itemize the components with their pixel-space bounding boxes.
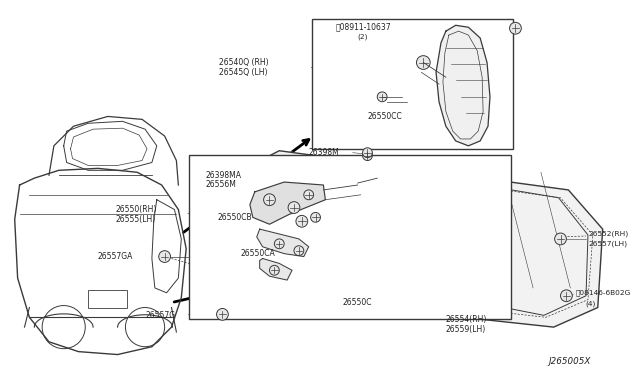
Polygon shape <box>221 151 603 327</box>
Bar <box>88 290 127 308</box>
Circle shape <box>304 190 314 200</box>
Text: 26552(RH): 26552(RH) <box>588 231 628 237</box>
Circle shape <box>269 265 279 275</box>
Polygon shape <box>260 259 292 280</box>
Text: 26559(LH): 26559(LH) <box>446 325 486 334</box>
Text: 26398MA: 26398MA <box>206 171 242 180</box>
Text: ⓝ08911-10637: ⓝ08911-10637 <box>336 23 392 32</box>
Text: 26557G: 26557G <box>145 311 175 320</box>
Text: 26550CC: 26550CC <box>367 112 402 121</box>
Text: 26554(RH): 26554(RH) <box>446 315 487 324</box>
Circle shape <box>561 290 572 302</box>
Circle shape <box>216 308 228 320</box>
Polygon shape <box>257 229 308 257</box>
Text: 26555(LH): 26555(LH) <box>116 215 156 224</box>
Circle shape <box>288 202 300 214</box>
Circle shape <box>509 22 522 34</box>
Text: Ⓞ08146-6B02G: Ⓞ08146-6B02G <box>575 289 630 296</box>
Circle shape <box>310 212 321 222</box>
Circle shape <box>555 233 566 245</box>
Text: 26557GA: 26557GA <box>98 252 133 261</box>
Text: (4): (4) <box>585 300 595 307</box>
Text: 26550CB: 26550CB <box>218 213 252 222</box>
Circle shape <box>275 239 284 249</box>
Text: (2): (2) <box>358 34 368 40</box>
Bar <box>312 19 513 149</box>
Polygon shape <box>436 25 490 146</box>
Text: 26550C: 26550C <box>343 298 372 307</box>
Text: 26550(RH): 26550(RH) <box>116 205 157 214</box>
Bar <box>189 155 511 319</box>
Text: 26398M: 26398M <box>308 148 339 157</box>
Text: J265005X: J265005X <box>548 357 591 366</box>
Circle shape <box>159 251 170 262</box>
Circle shape <box>296 215 308 227</box>
Circle shape <box>264 194 275 206</box>
Text: 26550CA: 26550CA <box>240 249 275 258</box>
Polygon shape <box>250 182 325 224</box>
Circle shape <box>363 148 372 158</box>
Text: 26545Q (LH): 26545Q (LH) <box>218 68 267 77</box>
Text: 26557(LH): 26557(LH) <box>588 241 627 247</box>
Circle shape <box>417 56 430 70</box>
Circle shape <box>363 151 372 161</box>
Circle shape <box>294 246 304 256</box>
Circle shape <box>377 92 387 102</box>
Text: 26556M: 26556M <box>206 180 237 189</box>
Text: 26540Q (RH): 26540Q (RH) <box>218 58 268 67</box>
